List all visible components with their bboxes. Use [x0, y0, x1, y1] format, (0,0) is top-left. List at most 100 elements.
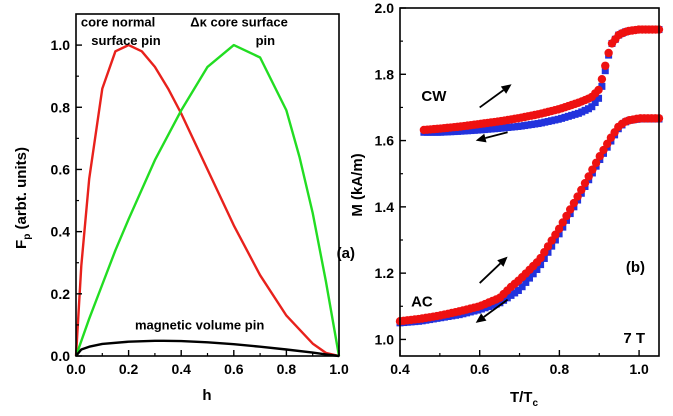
- data-point: [529, 270, 537, 278]
- data-point: [526, 274, 533, 282]
- panel-a-y-axis-tail: (arbt. units): [13, 147, 30, 234]
- panel-b-x-tick-label: 0.6: [470, 361, 490, 377]
- panel-a-y-tick-label: 0.8: [51, 99, 71, 115]
- data-point: [594, 85, 603, 95]
- series-line: [74, 43, 341, 357]
- series-line: [75, 339, 340, 358]
- arrow-head: [497, 256, 508, 267]
- panel-a-x-tick-label: 0.0: [66, 361, 86, 377]
- panel-a-x-tick-label: 0.8: [277, 361, 297, 377]
- panel-b-x-axis-label: T/Tc: [510, 389, 539, 409]
- panel-a-frame: [75, 13, 340, 357]
- data-point: [597, 74, 607, 84]
- panel-a-series: [74, 43, 341, 358]
- panel-a-x-tick-label: 0.2: [119, 361, 139, 377]
- panel-a-y-tick-label: 0.0: [51, 348, 71, 364]
- panel-b-x-tick-label: 1.0: [629, 361, 649, 377]
- data-point: [554, 224, 564, 234]
- annotation-label: Δκ core surface: [190, 14, 288, 29]
- data-point: [584, 172, 593, 181]
- panel-b-y-tick-label: 2.0: [375, 0, 395, 16]
- data-point: [604, 48, 613, 58]
- panel-a-x-axis-label: h: [202, 387, 211, 404]
- arrow-shaft: [483, 298, 509, 318]
- annotation-label: AC: [411, 293, 433, 310]
- panel-b-y-axis-label: M (kA/m): [349, 153, 366, 216]
- data-point: [496, 299, 504, 307]
- series-line: [74, 43, 340, 358]
- data-point: [603, 139, 612, 149]
- data-point: [522, 278, 530, 286]
- data-point: [507, 291, 515, 299]
- arrow-shaft: [479, 262, 501, 284]
- annotation-label: magnetic volume pin: [135, 318, 264, 333]
- data-point: [588, 165, 597, 174]
- panel-b-ticks: 0.4 0.6 0.8 1.0 1.0 1.2 1.4 1.6 1.8 2.0: [375, 0, 649, 377]
- data-point: [558, 218, 567, 227]
- panel-b-y-tick-label: 1.2: [375, 265, 395, 281]
- data-point: [577, 185, 586, 195]
- data-point: [595, 94, 603, 102]
- data-point: [601, 67, 609, 75]
- panel-a-annotations: core normal surface pin Δκ core surface pin…: [81, 14, 288, 332]
- data-point: [601, 61, 610, 70]
- data-point: [569, 198, 579, 208]
- data-point: [591, 99, 599, 107]
- panel-a-y-tick-label: 1.0: [51, 37, 71, 53]
- panel-a: 0.0 0.2 0.4 0.6 0.8 1.0 0.0 0.2 0.4 0.6 0.8 1.0 cor…: [13, 13, 355, 404]
- panel-a-label: (a): [337, 245, 355, 262]
- arrow-shaft: [479, 89, 505, 109]
- panel-a-x-tick-label: 0.6: [224, 361, 244, 377]
- panel-b-x-axis-main: T/T: [510, 389, 533, 406]
- panel-a-x-tick-label: 0.4: [171, 361, 191, 377]
- panel-b-x-tick-label: 0.8: [550, 361, 570, 377]
- data-point: [591, 158, 601, 168]
- annotation-label: surface pin: [91, 33, 160, 48]
- panel-a-y-tick-label: 0.4: [51, 224, 71, 240]
- data-point: [588, 103, 596, 111]
- data-point: [489, 301, 496, 309]
- arrow-head: [475, 313, 487, 323]
- data-point: [511, 289, 519, 297]
- panel-a-y-tick-label: 0.2: [51, 286, 71, 302]
- panel-b-y-tick-label: 1.6: [375, 133, 395, 149]
- field-label: 7 T: [623, 330, 645, 347]
- panel-b-series: [395, 25, 664, 327]
- data-point: [566, 205, 575, 214]
- arrow-head: [500, 84, 512, 94]
- data-point: [537, 261, 545, 269]
- data-point: [595, 151, 604, 161]
- annotation-label: core normal: [81, 14, 155, 29]
- panel-b-y-tick-label: 1.8: [375, 66, 395, 82]
- arrow-shaft: [485, 131, 508, 139]
- panel-a-y-tick-label: 0.6: [51, 161, 71, 177]
- data-point: [599, 145, 608, 155]
- data-point: [514, 286, 522, 294]
- data-point: [580, 178, 590, 188]
- panel-b-label: (b): [626, 259, 645, 276]
- panel-b-annotations: CW AC: [411, 84, 512, 323]
- data-point: [533, 265, 541, 273]
- arrow-head: [475, 133, 487, 143]
- panel-b-x-tick-label: 0.4: [390, 361, 410, 377]
- panel-b-y-tick-label: 1.4: [375, 199, 395, 215]
- data-point: [562, 211, 571, 221]
- panel-a-y-axis-label: Fp (arbt. units): [13, 147, 33, 249]
- panel-a-y-axis-sub: p: [22, 234, 33, 240]
- data-point: [500, 296, 508, 304]
- data-point: [503, 294, 511, 302]
- annotation-label: pin: [256, 33, 276, 48]
- data-point: [598, 82, 606, 90]
- data-point: [573, 192, 582, 201]
- panel-b-y-tick-label: 1.0: [375, 331, 395, 347]
- panel-a-y-axis-main: F: [13, 240, 30, 249]
- panel-b-x-axis-sub: c: [532, 398, 538, 409]
- panel-b-frame: [399, 7, 660, 357]
- data-point: [518, 283, 526, 291]
- data-point: [563, 216, 570, 224]
- panel-a-x-tick-label: 1.0: [329, 361, 349, 377]
- data-point: [492, 300, 500, 308]
- annotation-label: CW: [421, 88, 447, 105]
